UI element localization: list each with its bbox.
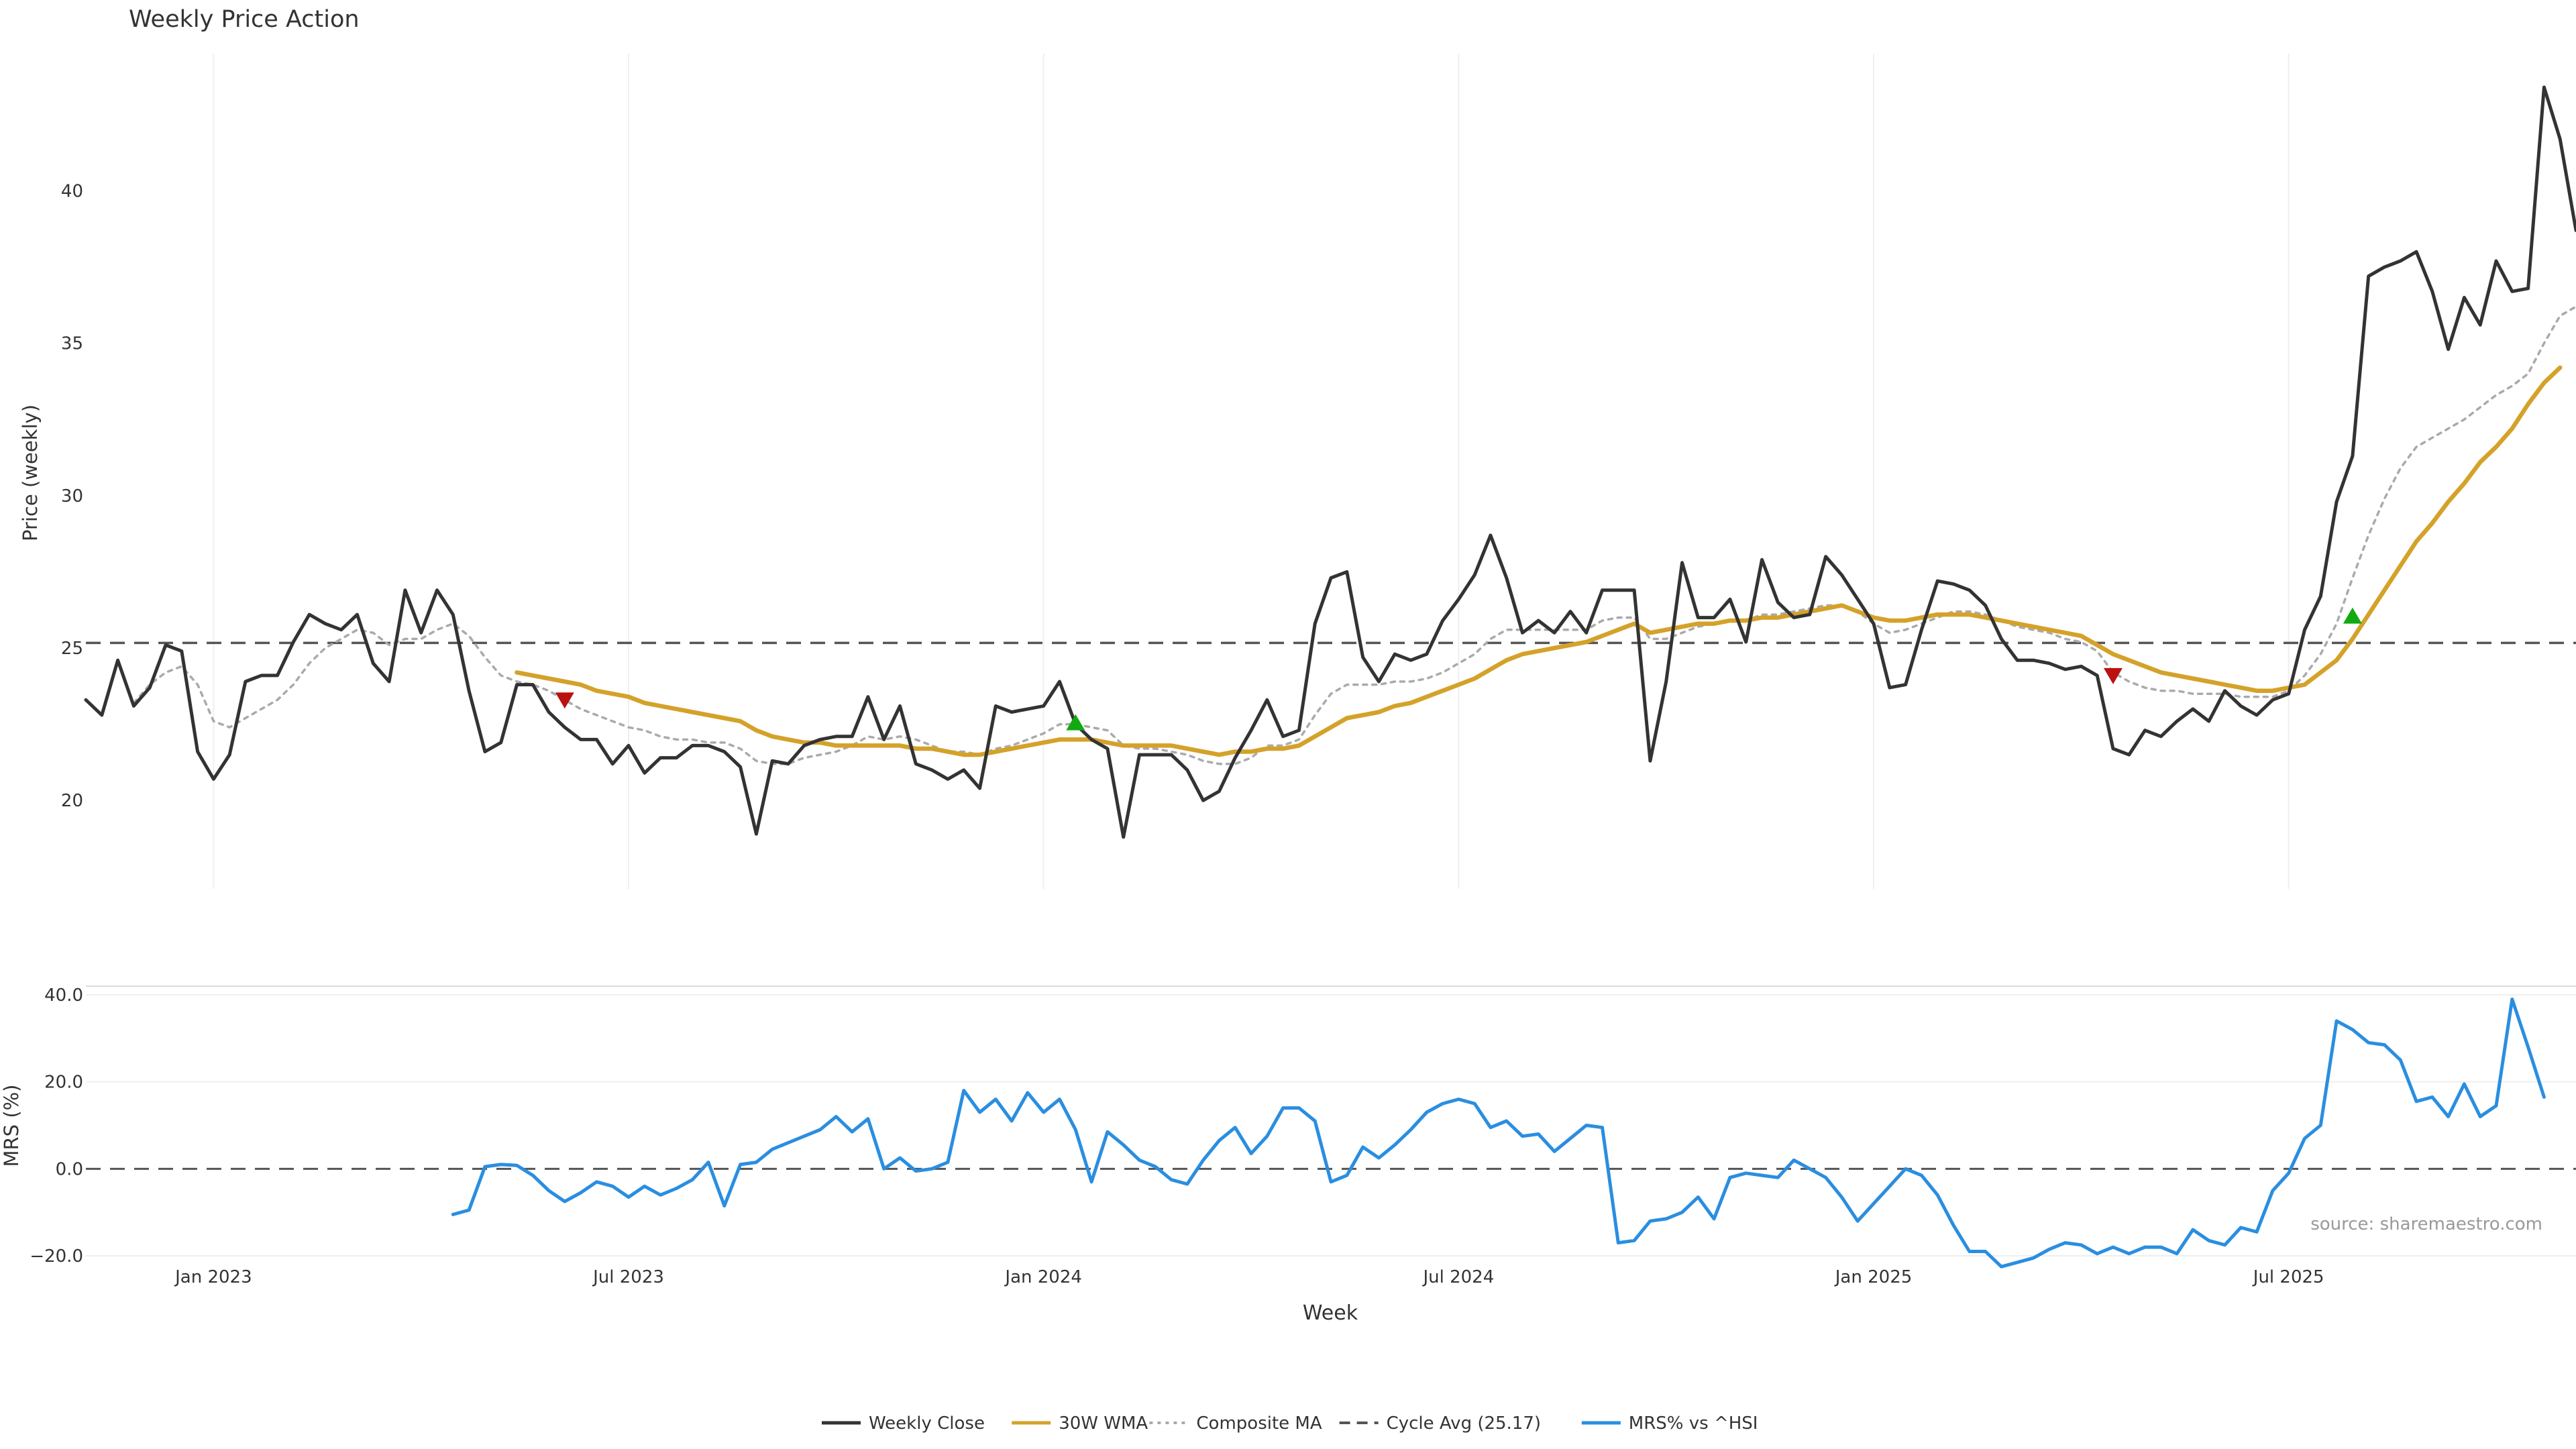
legend-item: Cycle Avg (25.17)	[1339, 1413, 1541, 1434]
legend-item: MRS% vs ^HSI	[1581, 1413, 1758, 1434]
x-axis-ticks: Jan 2023 Jul 2023 Jan 2024 Jul 2024 Jan 2025…	[174, 1267, 2324, 1287]
x-tick-label: Jan 2025	[1834, 1267, 1913, 1287]
mrs-series	[451, 998, 2546, 1269]
sell-signal-marker	[2103, 667, 2123, 684]
x-tick-label: Jul 2025	[2252, 1267, 2324, 1287]
mrs-y-tick-label: −20.0	[30, 1246, 83, 1267]
legend-item: Composite MA	[1149, 1413, 1322, 1434]
legend-label: Weekly Close	[869, 1413, 985, 1434]
series-weekly-close	[84, 85, 2576, 839]
legend-item: 30W WMA	[1012, 1413, 1148, 1434]
x-tick-label: Jul 2023	[592, 1267, 664, 1287]
legend: Weekly Close 30W WMA Composite MA Cycle Avg…	[822, 1413, 1758, 1434]
mrs-y-tick-label: 0.0	[56, 1159, 83, 1179]
price-grid	[213, 54, 2290, 889]
sell-signal-marker	[555, 692, 574, 709]
price-y-ticks: 20 25 30 35 40	[61, 181, 83, 811]
buy-signal-marker	[2343, 607, 2362, 624]
x-tick-label: Jan 2024	[1004, 1267, 1082, 1287]
mrs-grid	[86, 994, 2576, 1257]
source-annotation: source: sharemaestro.com	[2310, 1214, 2542, 1234]
price-series	[84, 85, 2576, 839]
legend-label: Cycle Avg (25.17)	[1387, 1413, 1541, 1434]
price-y-tick-label: 40	[61, 181, 83, 201]
price-y-tick-label: 30	[61, 486, 83, 506]
legend-label: MRS% vs ^HSI	[1629, 1413, 1758, 1434]
series-composite-ma	[132, 305, 2576, 765]
mrs-y-label: MRS (%)	[0, 1085, 23, 1167]
price-panel: 20 25 30 35 40 Weekly Price Action Price (we…	[19, 6, 2576, 889]
mrs-y-tick-label: 20.0	[44, 1073, 83, 1093]
mrs-panel: 40.0 20.0 0.0 −20.0 MRS (%) source: sharema…	[0, 985, 2576, 1269]
price-y-label: Price (weekly)	[19, 405, 42, 541]
price-y-tick-label: 20	[61, 791, 83, 811]
x-axis-label: Week	[1303, 1301, 1358, 1325]
x-tick-label: Jan 2023	[174, 1267, 252, 1287]
legend-label: Composite MA	[1196, 1413, 1322, 1434]
legend-label: 30W WMA	[1059, 1413, 1148, 1434]
buy-signal-marker	[1066, 714, 1085, 731]
chart-title: Weekly Price Action	[129, 6, 360, 33]
legend-item: Weekly Close	[822, 1413, 985, 1434]
signal-markers	[555, 607, 2362, 731]
x-tick-label: Jul 2024	[1421, 1267, 1494, 1287]
series-mrs-vs-hsi	[451, 998, 2546, 1269]
price-y-tick-label: 25	[61, 639, 83, 659]
price-y-tick-label: 35	[61, 334, 83, 354]
mrs-y-ticks: 40.0 20.0 0.0 −20.0	[30, 985, 83, 1267]
mrs-y-tick-label: 40.0	[44, 985, 83, 1006]
series-30w-wma	[515, 365, 2563, 757]
